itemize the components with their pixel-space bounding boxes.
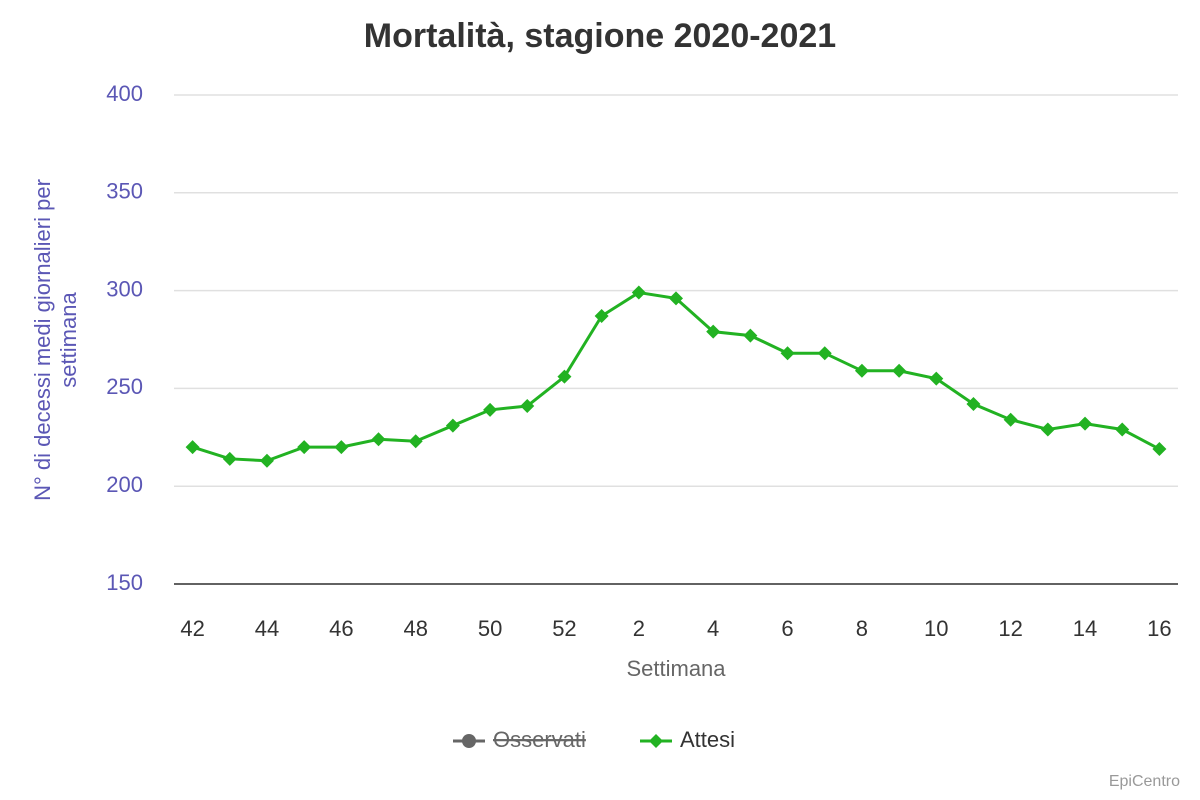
marker <box>817 346 832 361</box>
y-tick-label: 300 <box>106 276 143 301</box>
marker <box>966 397 981 412</box>
marker <box>1003 412 1018 427</box>
x-tick-label: 10 <box>924 616 948 641</box>
marker <box>631 285 646 300</box>
x-tick-label: 14 <box>1073 616 1097 641</box>
x-tick-label: 48 <box>403 616 427 641</box>
marker <box>334 440 349 455</box>
marker <box>743 328 758 343</box>
marker <box>483 402 498 417</box>
x-tick-label: 52 <box>552 616 576 641</box>
legend-marker <box>462 734 476 748</box>
marker <box>185 440 200 455</box>
y-axis-title: settimana <box>56 292 81 388</box>
x-tick-label: 4 <box>707 616 719 641</box>
x-tick-label: 12 <box>998 616 1022 641</box>
chart-title: Mortalità, stagione 2020-2021 <box>364 17 836 55</box>
marker <box>222 451 237 466</box>
legend-label[interactable]: Attesi <box>680 727 735 752</box>
x-tick-label: 8 <box>856 616 868 641</box>
x-tick-label: 50 <box>478 616 502 641</box>
y-axis-title: N° di decessi medi giornalieri per <box>30 179 55 501</box>
marker <box>780 346 795 361</box>
y-tick-label: 200 <box>106 472 143 497</box>
marker <box>854 363 869 378</box>
marker <box>408 434 423 449</box>
marker <box>1040 422 1055 437</box>
y-tick-label: 350 <box>106 179 143 204</box>
marker <box>371 432 386 447</box>
y-tick-label: 250 <box>106 374 143 399</box>
x-tick-label: 16 <box>1147 616 1171 641</box>
marker <box>706 324 721 339</box>
legend-marker <box>649 734 663 748</box>
y-tick-label: 150 <box>106 570 143 595</box>
x-tick-label: 6 <box>781 616 793 641</box>
marker <box>892 363 907 378</box>
marker <box>259 453 274 468</box>
marker <box>929 371 944 386</box>
marker <box>594 309 609 324</box>
marker <box>520 399 535 414</box>
marker <box>1115 422 1130 437</box>
marker <box>1078 416 1093 431</box>
x-axis-title: Settimana <box>626 656 726 681</box>
marker <box>557 369 572 384</box>
x-tick-label: 2 <box>633 616 645 641</box>
line-series <box>192 290 1161 463</box>
marker <box>445 418 460 433</box>
marker <box>1152 442 1167 457</box>
marker <box>297 440 312 455</box>
marker <box>669 291 683 306</box>
credits: EpiCentro <box>1109 773 1180 790</box>
legend-label[interactable]: Osservati <box>493 727 586 752</box>
x-tick-label: 46 <box>329 616 353 641</box>
x-tick-label: 42 <box>180 616 204 641</box>
x-tick-label: 44 <box>255 616 279 641</box>
y-tick-label: 400 <box>106 81 143 106</box>
